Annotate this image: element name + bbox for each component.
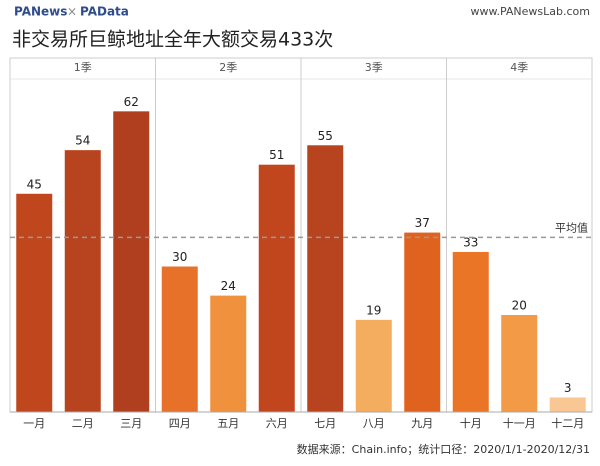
value-label: 24 xyxy=(221,279,236,293)
x-tick-label: 一月 xyxy=(23,417,45,430)
value-label: 45 xyxy=(27,177,42,191)
x-tick-label: 七月 xyxy=(314,417,336,430)
bar xyxy=(501,315,538,412)
x-tick-label: 十月 xyxy=(460,416,482,430)
x-tick-label: 十二月 xyxy=(551,416,584,430)
x-tick-label: 六月 xyxy=(266,417,288,430)
site: www.PANewsLab.com xyxy=(471,5,591,18)
value-label: 51 xyxy=(269,148,284,162)
x-tick-label: 五月 xyxy=(217,417,239,430)
brand-right: PAData xyxy=(80,5,129,19)
bar xyxy=(355,319,392,412)
value-label: 37 xyxy=(415,216,430,230)
bar xyxy=(307,145,344,413)
bar xyxy=(549,397,586,412)
brand-sep: × xyxy=(67,5,77,19)
bar xyxy=(16,193,53,412)
bar xyxy=(64,150,101,412)
group-label: 1季 xyxy=(74,61,92,74)
x-tick-label: 九月 xyxy=(411,417,433,430)
bar xyxy=(452,251,489,412)
x-tick-label: 十一月 xyxy=(503,416,536,430)
group-label: 4季 xyxy=(510,61,528,74)
group-label: 2季 xyxy=(219,61,237,74)
bar xyxy=(210,295,247,412)
group-label: 3季 xyxy=(365,61,383,74)
value-label: 55 xyxy=(318,129,333,143)
value-label: 33 xyxy=(463,235,478,249)
bar xyxy=(404,232,441,412)
value-label: 20 xyxy=(512,299,527,313)
value-label: 19 xyxy=(366,303,381,317)
source: 数据来源：Chain.info；统计口径：2020/1/1-2020/12/31 xyxy=(297,442,590,456)
x-tick-label: 八月 xyxy=(363,417,385,430)
bar xyxy=(113,111,150,412)
x-tick-label: 二月 xyxy=(72,417,94,430)
average-label: 平均值 xyxy=(555,221,588,234)
bar xyxy=(258,164,295,412)
x-tick-label: 四月 xyxy=(169,417,191,430)
bar xyxy=(161,266,198,412)
chart-title: 非交易所巨鲸地址全年大额交易433次 xyxy=(12,29,333,51)
value-label: 62 xyxy=(124,95,139,109)
brand-left: PANews xyxy=(14,5,67,19)
value-label: 3 xyxy=(564,381,572,395)
value-label: 30 xyxy=(172,250,187,264)
x-tick-label: 三月 xyxy=(120,417,142,430)
value-label: 54 xyxy=(75,134,90,148)
